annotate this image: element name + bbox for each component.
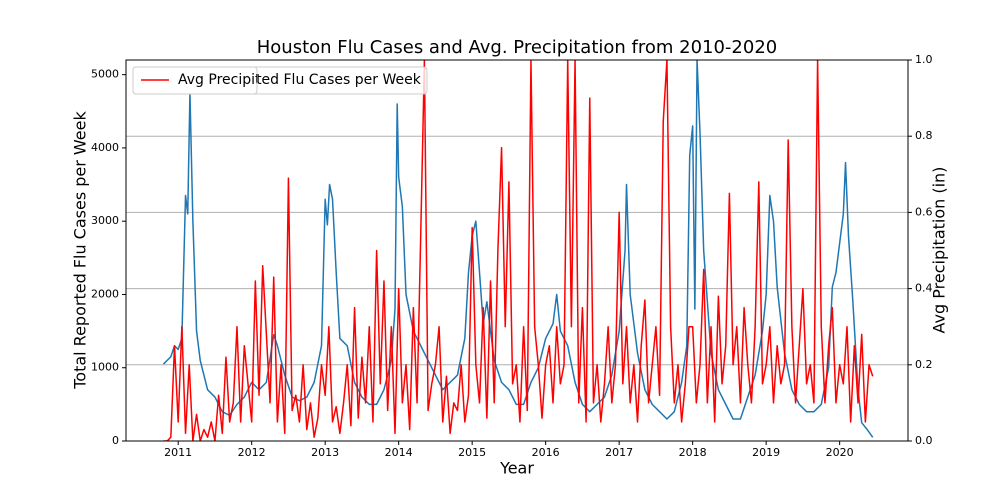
y2-tick-label: 1.0: [915, 53, 933, 66]
y2-tick-label: 0.6: [915, 205, 933, 218]
x-tick-label: 2012: [238, 446, 266, 459]
x-tick-label: 2019: [752, 446, 780, 459]
axes: 2011 2012 2013 2014 2015 2016 2017 2018 2019 2020…: [91, 53, 933, 459]
chart-title: Houston Flu Cases and Avg. Precipitation…: [257, 37, 778, 58]
x-tick-label: 2018: [679, 446, 707, 459]
plot-frame: [125, 59, 909, 442]
y2-tick-label: 0.4: [915, 282, 933, 295]
x-tick-label: 2011: [164, 446, 192, 459]
x-tick-label: 2017: [605, 446, 633, 459]
legend-box: [132, 66, 258, 95]
x-tick-label: 2015: [458, 446, 486, 459]
x-tick-label: 2013: [311, 446, 339, 459]
y-tick-label: 1000: [91, 361, 119, 374]
y-tick-label: 2000: [91, 287, 119, 300]
y2-tick-label: 0.0: [915, 434, 933, 447]
legend-item: Avg Precipitation: [132, 66, 296, 95]
y-tick-label: 0: [112, 434, 119, 447]
y-axis-label: Total Reported Flu Cases per Week: [71, 111, 90, 390]
plot-area: [162, 60, 874, 441]
series-line: [162, 60, 874, 438]
series-line: [163, 60, 874, 441]
y2-tick-label: 0.8: [915, 129, 933, 142]
y2-axis-label: Avg Precipitation (in): [930, 167, 949, 334]
x-tick-label: 2016: [532, 446, 560, 459]
y-tick-label: 3000: [91, 214, 119, 227]
x-tick-label: 2014: [385, 446, 413, 459]
y-tick-label: 4000: [91, 141, 119, 154]
y-tick-label: 5000: [91, 68, 119, 81]
legend-label: Avg Precipitation: [178, 72, 296, 88]
x-axis-label: Year: [499, 459, 534, 478]
y2-tick-label: 0.2: [915, 358, 933, 371]
x-tick-label: 2020: [826, 446, 854, 459]
